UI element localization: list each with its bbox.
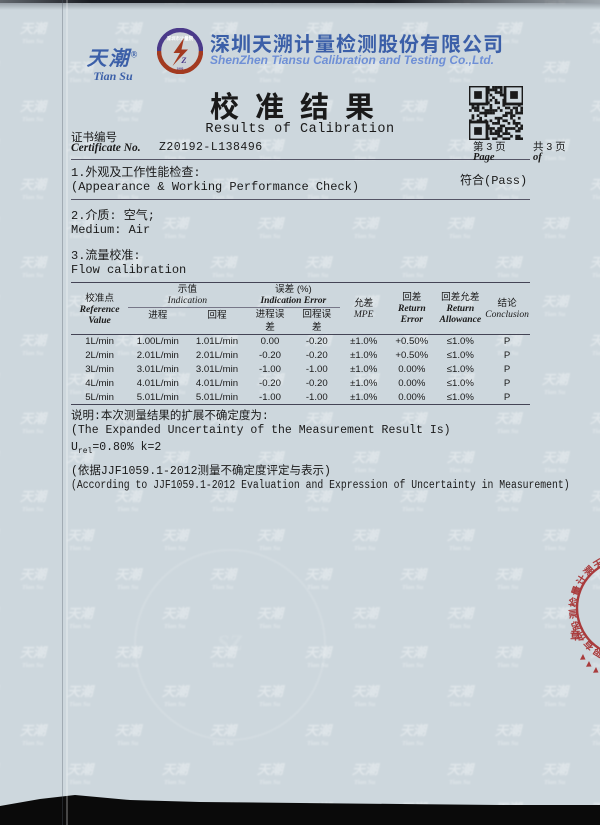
svg-text:Z: Z bbox=[180, 55, 186, 65]
svg-text:1993: 1993 bbox=[177, 67, 184, 71]
svg-text:深圳市计量院: 深圳市计量院 bbox=[167, 35, 194, 42]
